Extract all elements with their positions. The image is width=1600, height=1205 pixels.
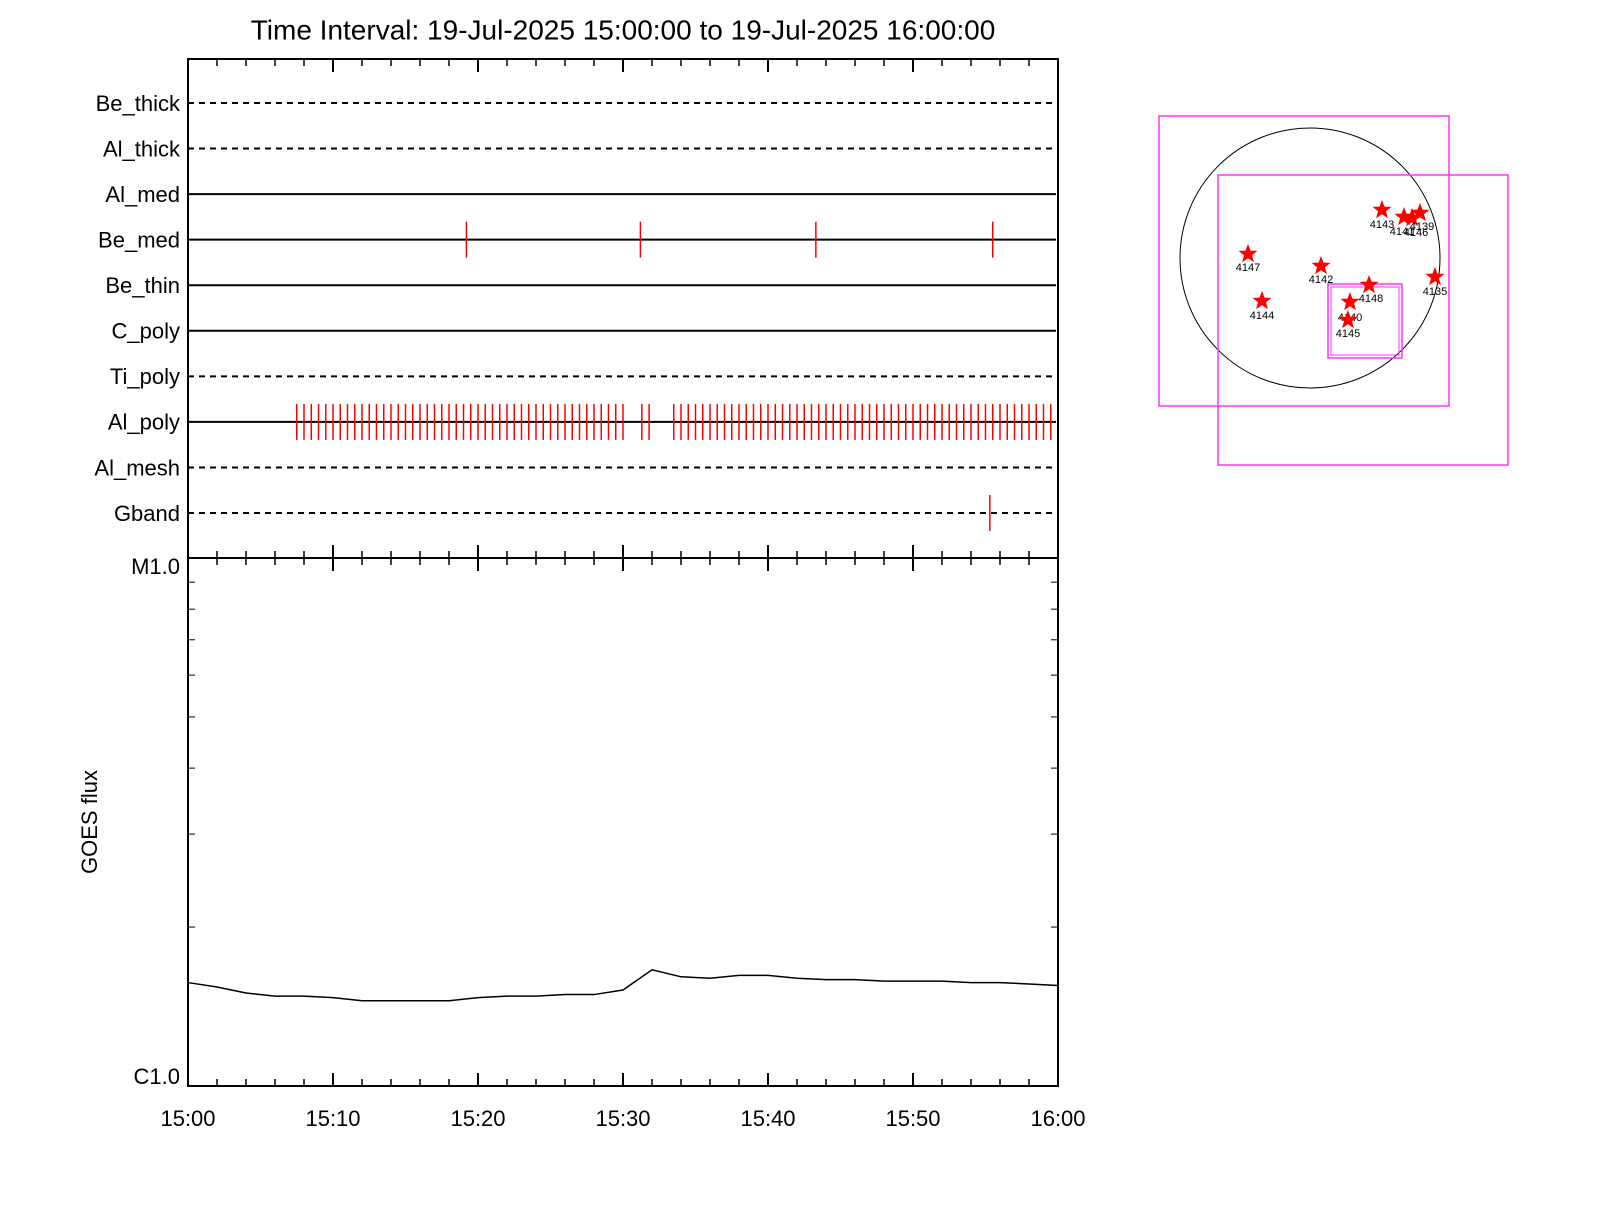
region-star: [1410, 203, 1430, 222]
region-label: 4146: [1404, 227, 1428, 239]
fov-box: [1217, 174, 1509, 466]
region-label: 4135: [1423, 286, 1447, 298]
row-label: Be_thin: [105, 273, 180, 298]
region-star: [1359, 275, 1379, 294]
x-tick-label: 16:00: [1030, 1106, 1085, 1131]
region-label: 4142: [1309, 274, 1333, 286]
region-star: [1338, 310, 1358, 329]
y-tick-label: C1.0: [134, 1064, 180, 1089]
region-star: [1340, 292, 1360, 311]
region-label: 4143: [1370, 219, 1394, 231]
region-label: 4145: [1336, 328, 1360, 340]
y-tick-label: M1.0: [131, 554, 180, 579]
region-star: [1425, 267, 1445, 286]
region-star: [1372, 200, 1392, 219]
region-label: 4141: [1390, 226, 1414, 238]
region-label: 4139: [1410, 221, 1434, 233]
fov-box: [1158, 115, 1450, 407]
chart-title: Time Interval: 19-Jul-2025 15:00:00 to 1…: [251, 14, 996, 45]
row-label: Gband: [114, 501, 180, 526]
region-star: [1252, 291, 1272, 310]
x-tick-label: 15:00: [160, 1106, 215, 1131]
region-star: [1238, 244, 1258, 263]
row-label: Al_med: [105, 182, 180, 207]
row-label: Al_thick: [103, 136, 181, 161]
x-tick-label: 15:10: [305, 1106, 360, 1131]
region-label: 4144: [1250, 310, 1274, 322]
flux-line: [187, 968, 1059, 1002]
x-tick-label: 15:40: [740, 1106, 795, 1131]
row-label: Ti_poly: [110, 364, 180, 389]
region-star: [1311, 256, 1331, 275]
row-label: Al_poly: [108, 410, 180, 435]
row-label: Al_mesh: [94, 455, 180, 480]
solar-disk: [1179, 127, 1441, 389]
region-label: 4148: [1359, 293, 1383, 305]
region-label: 4147: [1236, 262, 1260, 274]
region-star: [1402, 208, 1422, 227]
row-label: Be_med: [98, 227, 180, 252]
row-label: C_poly: [112, 319, 180, 344]
x-tick-label: 15:50: [885, 1106, 940, 1131]
y-axis-label: GOES flux: [77, 770, 102, 874]
row-label: Be_thick: [96, 91, 181, 116]
x-tick-label: 15:20: [450, 1106, 505, 1131]
x-tick-label: 15:30: [595, 1106, 650, 1131]
